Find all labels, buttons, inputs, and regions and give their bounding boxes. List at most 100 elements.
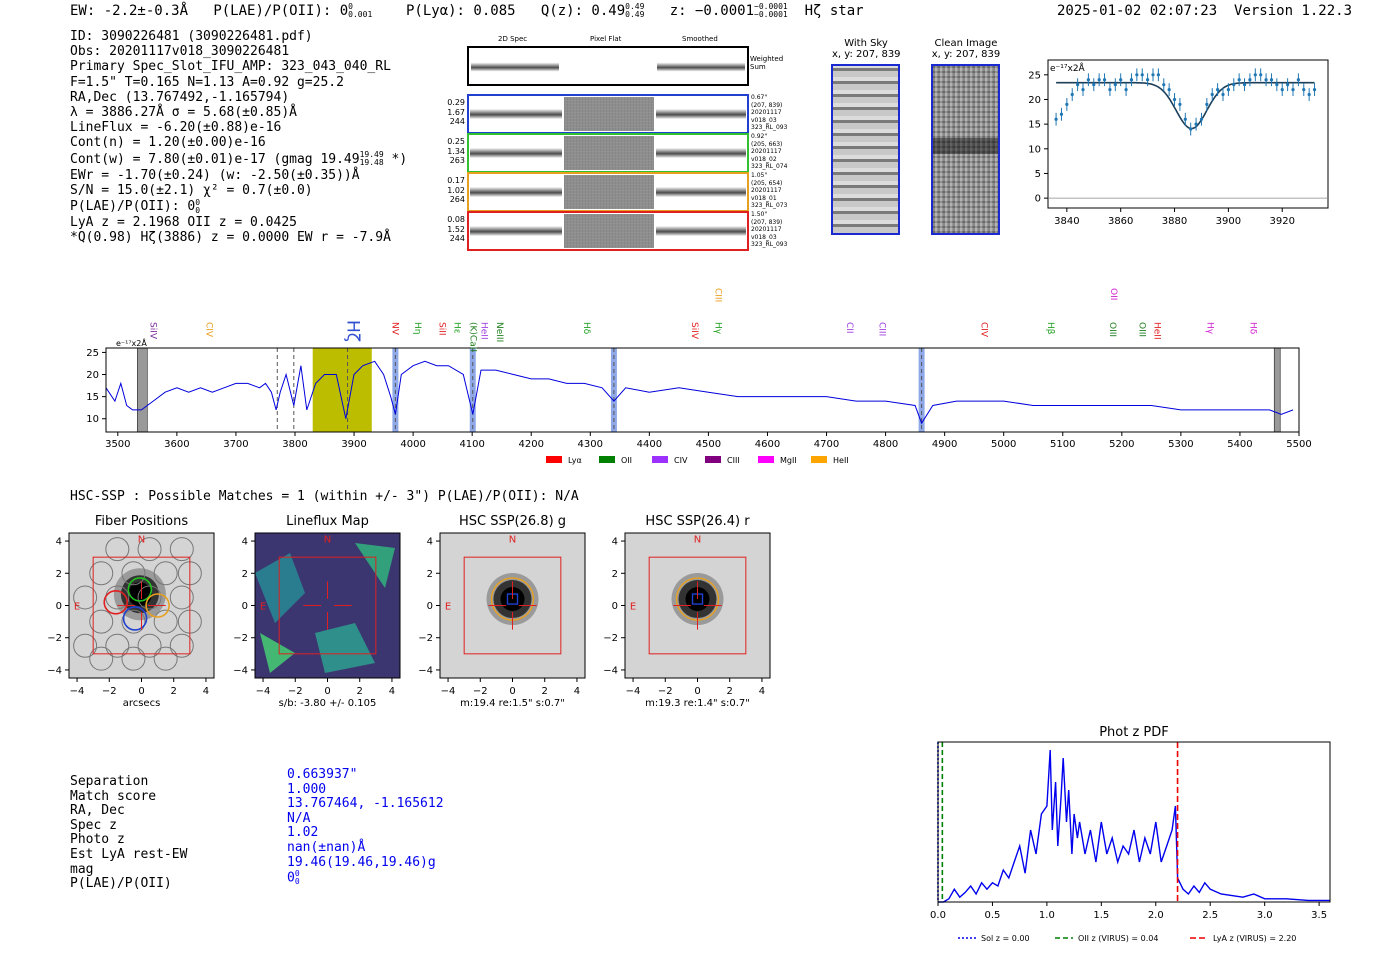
info-line: Primary Spec_Slot_IFU_AMP: 323_043_040_R… bbox=[70, 59, 391, 75]
spectrum-ytick-label: 25 bbox=[86, 348, 99, 359]
zoom-xtick-label: 3840 bbox=[1054, 216, 1079, 227]
hsc-fiber-green bbox=[127, 577, 153, 602]
cutout-left-stats: 0.08 1.52 244 bbox=[447, 215, 465, 244]
spectrum-legend-label: Lyα bbox=[568, 456, 582, 465]
info-contw-sup: 19.49 bbox=[359, 150, 384, 160]
spectrum-line-label: (K)CaII bbox=[467, 322, 477, 352]
hsc-fiber-circle bbox=[169, 633, 194, 658]
zoom-ytick-label: 0 bbox=[1035, 194, 1041, 205]
cutout-right-meta-line: 323_RL_074 bbox=[751, 163, 788, 170]
zoom-data-point bbox=[1242, 83, 1247, 87]
hsc-xtick-label: 0 bbox=[138, 686, 144, 697]
header-ew: EW: -2.2±-0.3Å bbox=[70, 3, 189, 19]
cutout-right-meta: 1.50" (207, 839) 20201117 v018_03 323_RL_093 bbox=[751, 211, 787, 249]
cutout-right-meta-line: 20201117 bbox=[751, 187, 782, 194]
hsc-lineflux-blob bbox=[260, 633, 295, 673]
spectrum-legend-label: MgII bbox=[780, 456, 797, 465]
match-label: mag bbox=[70, 861, 94, 877]
header-line-tag: Hζ star bbox=[804, 3, 864, 19]
cutout-right-meta-line: (205, 654) bbox=[751, 179, 783, 187]
zoom-data-point bbox=[1237, 78, 1241, 82]
hsc-ytick-label: 0 bbox=[242, 601, 248, 612]
hsc-fiber-circle bbox=[105, 537, 130, 562]
match-value: 0.663937" bbox=[287, 767, 358, 782]
hsc-search-box bbox=[463, 556, 562, 655]
hsc-north-label: N bbox=[138, 535, 145, 546]
header-z-sup: −0.0001 bbox=[754, 2, 788, 11]
hsc-fiber-blue bbox=[122, 606, 148, 631]
hsc-ytick-label: 0 bbox=[612, 601, 618, 612]
spectrum-line-label: CIII bbox=[712, 288, 722, 302]
hsc-search-box bbox=[92, 556, 191, 655]
hsc-lineflux-blob bbox=[355, 543, 395, 588]
spectrum-xtick-label: 5400 bbox=[1227, 439, 1252, 450]
zoom-data-point bbox=[1113, 83, 1117, 87]
photz-xtick-label: 3.0 bbox=[1257, 910, 1273, 921]
cutout-pixelflat bbox=[564, 97, 654, 131]
hsc-ytick-label: 0 bbox=[427, 601, 433, 612]
match-value: 13.767464, -1.165612 bbox=[287, 796, 444, 812]
hsc-ytick-label: 4 bbox=[56, 537, 62, 548]
cutout-2dspec bbox=[470, 136, 562, 170]
hsc-fiber-circle bbox=[169, 537, 194, 562]
hsc-xtick-label: 2 bbox=[357, 686, 363, 697]
spectrum-xtick-label: 4100 bbox=[459, 439, 484, 450]
cutout-2dspec bbox=[470, 214, 562, 248]
hsc-xtick-label: −4 bbox=[256, 686, 271, 697]
zoom-data-point bbox=[1312, 88, 1317, 92]
info-plae: P(LAE)/P(OII): 00 0 bbox=[70, 198, 407, 215]
hsc-xtick-label: 0 bbox=[324, 686, 330, 697]
info-line: S/N = 15.0(±2.1) χ² = 0.7(±0.0) bbox=[70, 182, 313, 198]
zoom-data-point bbox=[1156, 73, 1160, 77]
hsc-east-label: E bbox=[630, 602, 636, 613]
hsc-fiber-circle bbox=[137, 585, 162, 610]
clean-image bbox=[931, 64, 1000, 235]
col-header-pixelflat: Pixel Flat bbox=[590, 35, 622, 43]
hsc-search-box bbox=[648, 556, 747, 655]
zoom-ytick-label: 15 bbox=[1028, 120, 1041, 131]
hsc-ytick-label: −4 bbox=[603, 665, 618, 676]
zoom-data-point bbox=[1151, 73, 1155, 77]
zoom-data-point bbox=[1221, 92, 1225, 97]
info-plae-text: P(LAE)/P(OII): 0 bbox=[70, 199, 196, 215]
zoom-data-point bbox=[1302, 88, 1306, 92]
with-sky-title: With Sky x, y: 207, 839 bbox=[832, 38, 901, 60]
hsc-ytick-label: 2 bbox=[242, 569, 248, 580]
photz-xtick-label: 3.5 bbox=[1311, 910, 1327, 921]
spectrum-ytick-label: 15 bbox=[86, 392, 99, 403]
cutout-right-meta-line: 323_RL_073 bbox=[751, 202, 788, 209]
spectrum-xtick-label: 3800 bbox=[282, 439, 307, 450]
cutout-2dspec bbox=[470, 97, 562, 131]
cutout-right-meta-line: 20201117 bbox=[751, 226, 782, 233]
spectrum-legend-swatch bbox=[546, 456, 562, 463]
spectrum-line-label: Hζ bbox=[343, 320, 363, 342]
hsc-ytick-label: 4 bbox=[612, 537, 618, 548]
zoom-data-point bbox=[1269, 78, 1274, 82]
zoom-data-point bbox=[1102, 78, 1107, 82]
hsc-fiber-circle bbox=[121, 646, 146, 671]
zoom-data-point bbox=[1248, 78, 1252, 82]
spectrum-line-label: OIII bbox=[1137, 322, 1147, 337]
cutout-right-meta-line: v018_03 bbox=[751, 116, 777, 124]
zoom-fit-chart: 3840 3860 3880 3900 3920 0 5 10 15 20 25 e⁻¹⁷x2Å bbox=[1028, 59, 1329, 227]
spectrum-mask-right bbox=[1273, 347, 1281, 433]
hsc-source-center bbox=[127, 582, 152, 607]
zoom-data-point bbox=[1124, 88, 1128, 92]
hsc-fiber-orange bbox=[145, 593, 170, 618]
spectrum-xtick-label: 3500 bbox=[105, 439, 130, 450]
spectrum-line-label: Hβ bbox=[1045, 322, 1055, 335]
hsc-east-label: E bbox=[260, 602, 266, 613]
hsc-fiber-circle bbox=[73, 633, 98, 658]
hsc-xtick-label: 0 bbox=[694, 686, 700, 697]
spectrum-highlight-region bbox=[312, 348, 372, 432]
spectrum-axes-frame bbox=[105, 347, 1300, 433]
zoom-data-point bbox=[1076, 83, 1080, 87]
hsc-east-label: E bbox=[74, 602, 80, 613]
zoom-ytick-label: 20 bbox=[1028, 95, 1041, 106]
spectrum-legend-swatch bbox=[758, 456, 774, 463]
cutout-right-meta: 1.05" (205, 654) 20201117 v018_01 323_RL_073 bbox=[751, 172, 787, 210]
cutout-left-stat: 1.52 bbox=[447, 224, 465, 234]
spectrum-xtick-label: 5300 bbox=[1168, 439, 1193, 450]
spectrum-xtick-label: 4900 bbox=[932, 439, 957, 450]
info-line: ID: 3090226481 (3090226481.pdf) bbox=[70, 29, 313, 44]
